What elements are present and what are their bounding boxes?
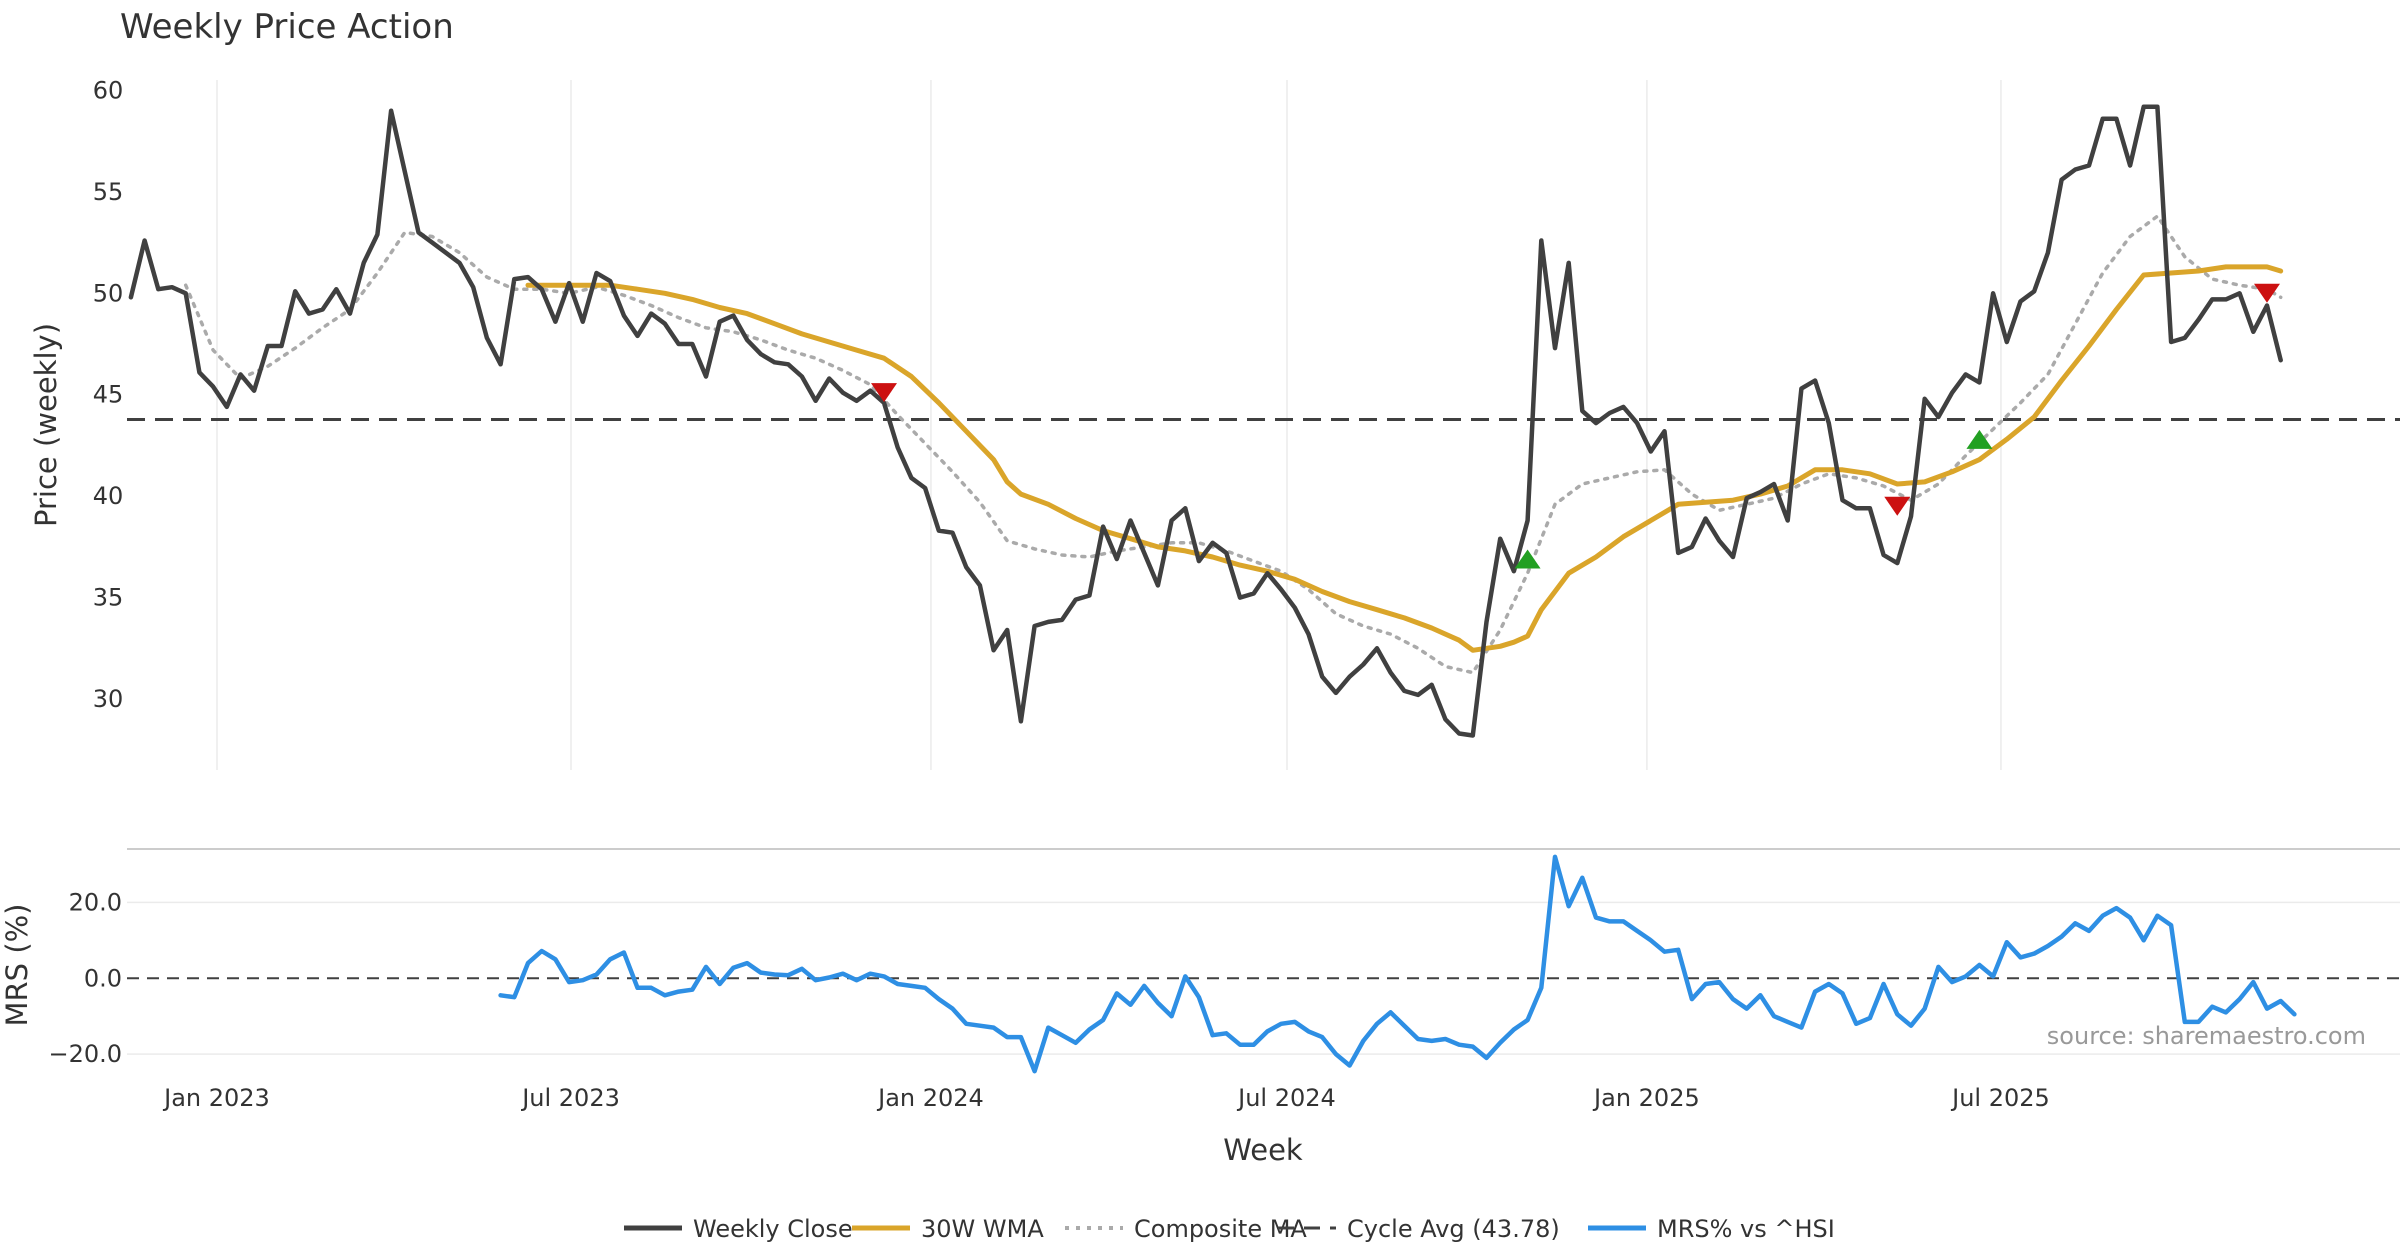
mrs-y-tick-label: 20.0: [69, 888, 122, 916]
price-y-axis-label: Price (weekly): [29, 323, 63, 527]
legend-label: Weekly Close: [693, 1215, 853, 1243]
price-y-tick-label: 35: [93, 584, 124, 612]
chart-title: Weekly Price Action: [120, 7, 454, 47]
sell-signal-marker: [871, 383, 898, 403]
x-tick-label: Jul 2024: [1236, 1084, 1336, 1112]
buy-signal-marker: [1966, 429, 1993, 449]
mrs-y-tick-label: 0.0: [84, 964, 122, 992]
price-y-tick-label: 45: [93, 381, 124, 409]
x-tick-label: Jan 2023: [162, 1084, 270, 1112]
legend: Weekly Close 30W WMA Composite MA Cycle Avg…: [624, 1215, 1835, 1243]
source-note: source: sharemaestro.com: [2047, 1022, 2366, 1050]
price-y-tick-label: 50: [93, 279, 124, 307]
x-axis-ticks: Jan 2023 Jul 2023 Jan 2024 Jul 2024 Jan 2025…: [162, 1084, 2050, 1112]
legend-label: MRS% vs ^HSI: [1657, 1215, 1835, 1243]
legend-label: Cycle Avg (43.78): [1347, 1215, 1560, 1243]
signal-markers: [871, 283, 2280, 569]
sell-signal-marker: [1884, 496, 1911, 516]
mrs-y-tick-label: −20.0: [48, 1040, 122, 1068]
price-series-group: [128, 104, 2284, 738]
x-tick-label: Jul 2025: [1950, 1084, 2050, 1112]
price-y-tick-label: 40: [93, 482, 124, 510]
weekly-close-line: [128, 104, 2283, 738]
price-y-tick-label: 55: [93, 178, 124, 206]
legend-label: 30W WMA: [921, 1215, 1044, 1243]
x-axis-label: Week: [1223, 1133, 1303, 1167]
composite-ma-line: [183, 214, 2283, 675]
price-panel: 30 35 40 45 50 55 60 Price (weekly): [29, 76, 2400, 770]
wma-30w-line: [525, 264, 2284, 653]
x-tick-label: Jul 2023: [520, 1084, 620, 1112]
price-y-tick-label: 60: [93, 76, 124, 104]
mrs-y-ticks: 20.0 0.0 −20.0: [48, 888, 122, 1068]
price-y-tick-label: 30: [93, 685, 124, 713]
mrs-gridlines: [127, 901, 2400, 1055]
mrs-panel: 20.0 0.0 −20.0 MRS (%) source: sharemaestr…: [0, 854, 2400, 1074]
sell-signal-marker: [2253, 283, 2280, 303]
mrs-line: [498, 854, 2297, 1074]
mrs-series-group: [498, 854, 2297, 1074]
x-tick-label: Jan 2024: [876, 1084, 984, 1112]
mrs-y-axis-label: MRS (%): [0, 904, 34, 1027]
price-y-ticks: 30 35 40 45 50 55 60: [93, 76, 124, 713]
buy-signal-marker: [1514, 549, 1541, 569]
x-tick-label: Jan 2025: [1592, 1084, 1700, 1112]
price-gridlines: [216, 80, 2002, 770]
